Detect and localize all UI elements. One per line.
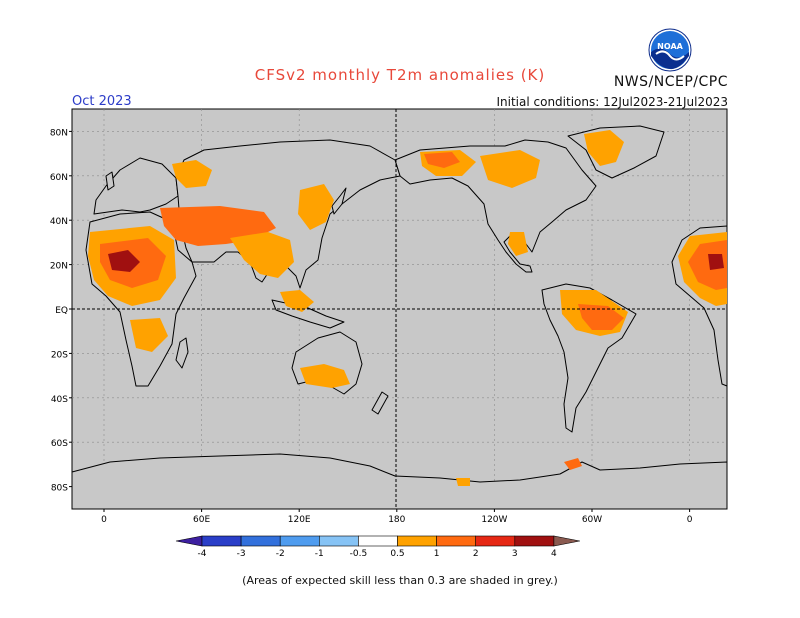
colorbar-tick-label: 2 xyxy=(473,549,479,559)
longitude-tick-label: 180 xyxy=(388,515,405,525)
anomaly-patch-mexico-orange xyxy=(508,232,528,256)
longitude-tick-label: 0 xyxy=(101,515,107,525)
anomaly-patch-southern-africa-orange xyxy=(130,318,168,352)
organization-label: NWS/NCEP/CPC xyxy=(613,74,728,90)
latitude-tick-label: 80N xyxy=(50,128,68,138)
colorbar-segment xyxy=(475,535,516,547)
colorbar-tick-label: -4 xyxy=(198,549,207,559)
anomaly-patch-canada-orange xyxy=(480,150,540,188)
colorbar-segment xyxy=(240,535,281,547)
uk-island xyxy=(105,171,115,191)
colorbar-tick-label: 3 xyxy=(512,549,518,559)
colorbar-segment xyxy=(436,535,477,547)
anomaly-patch-east-asia-orange xyxy=(298,184,334,230)
colorbar-tick-label: -2 xyxy=(276,549,285,559)
anomaly-patch-greenland-orange xyxy=(584,130,624,166)
asia xyxy=(175,139,401,289)
colorbar-segment xyxy=(279,535,320,547)
anomaly-patch-antarctic-peninsula-red xyxy=(564,458,582,470)
colorbar-tick-label: -1 xyxy=(315,549,324,559)
colorbar-segment xyxy=(397,535,437,547)
colorbar-tick-label: -0.5 xyxy=(350,549,368,559)
latitude-tick-label: 20S xyxy=(51,350,68,360)
anomaly-patch-asia-orange xyxy=(230,232,294,278)
latitude-tick-label: 60S xyxy=(51,439,68,449)
zero-lines xyxy=(72,109,727,509)
colorbar-arrow-high xyxy=(553,535,580,547)
colorbar-arrow-low xyxy=(175,535,203,547)
colorbar-tick-label: 4 xyxy=(551,549,557,559)
colorbar-segment xyxy=(358,535,398,547)
longitude-labels: 0 60E 120E 180 120W 60W 0 xyxy=(101,509,693,525)
longitude-tick-label: 0 xyxy=(687,515,693,525)
longitude-tick-label: 60E xyxy=(193,515,210,525)
antarctica xyxy=(71,453,728,510)
chart-title: CFSv2 monthly T2m anomalies (K) xyxy=(254,66,546,84)
temperature-anomaly-patches xyxy=(88,130,727,486)
japan xyxy=(331,187,347,215)
anomaly-map: 80N 60N 40N 20N EQ 20S 40S 60S 80S 0 60E 120E 180 12… xyxy=(50,108,728,525)
colorbar-tick-label: 0.5 xyxy=(390,549,404,559)
anomaly-patch-antarctic-orange xyxy=(456,478,470,486)
anomaly-patch-seasia-orange xyxy=(280,290,314,312)
latitude-tick-label: 40N xyxy=(50,217,68,227)
latitude-tick-label: 60N xyxy=(50,173,68,183)
anomaly-patch-africa-wrap-dark xyxy=(708,254,724,270)
colorbar-segment xyxy=(318,535,359,547)
coastlines xyxy=(71,125,728,510)
anomaly-patch-alaska-red xyxy=(424,152,460,168)
new-zealand xyxy=(371,391,389,415)
madagascar xyxy=(175,337,189,369)
initial-conditions-label: Initial conditions: 12Jul2023-21Jul2023 xyxy=(496,95,728,109)
anomaly-patch-africa-wrap-red xyxy=(688,240,727,290)
valid-month-label: Oct 2023 xyxy=(72,94,132,109)
anomaly-patch-africa-dark xyxy=(108,250,140,272)
footnote: (Areas of expected skill less than 0.3 a… xyxy=(242,574,558,587)
anomaly-patch-south-america-red xyxy=(578,304,624,330)
longitude-tick-label: 120W xyxy=(481,515,507,525)
noaa-logo: NOAA xyxy=(648,28,692,72)
svg-text:NOAA: NOAA xyxy=(657,42,683,51)
colorbar-segment xyxy=(514,535,555,547)
anomaly-patch-australia-orange xyxy=(300,364,350,388)
anomaly-patch-siberia-orange xyxy=(172,160,212,188)
latitude-tick-label: 40S xyxy=(51,395,68,405)
longitude-tick-label: 60W xyxy=(582,515,602,525)
colorbar-tick-label: 1 xyxy=(434,549,440,559)
latitude-tick-label: 80S xyxy=(51,484,68,494)
latitude-tick-label: EQ xyxy=(55,306,68,316)
longitude-tick-label: 120E xyxy=(288,515,311,525)
latitude-labels: 80N 60N 40N 20N EQ 20S 40S 60S 80S xyxy=(50,128,72,494)
colorbar-segment xyxy=(201,535,242,547)
colorbar-labels: -4 -3 -2 -1 -0.5 0.5 1 2 3 4 xyxy=(198,549,558,559)
colorbar-tick-label: -3 xyxy=(237,549,246,559)
latitude-tick-label: 20N xyxy=(50,262,68,272)
